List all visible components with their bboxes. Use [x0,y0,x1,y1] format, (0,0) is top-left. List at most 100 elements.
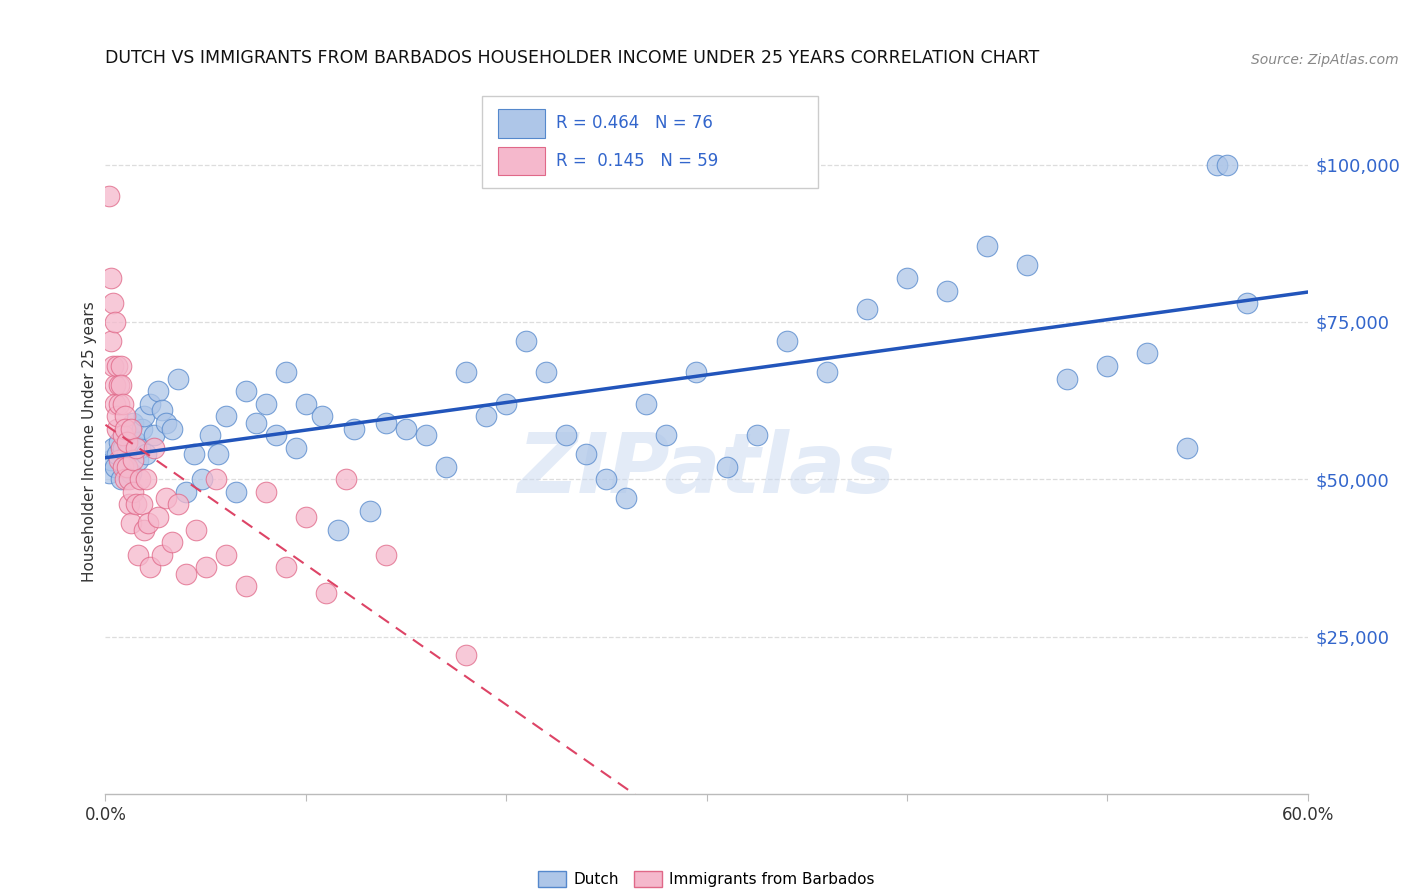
Point [121,466,143,480]
Point [108,434,131,449]
Point [374,548,398,562]
Text: R =  0.145   N = 59: R = 0.145 N = 59 [555,152,718,169]
Point [117,447,139,461]
Point [1017,258,1039,272]
Point [100,334,122,348]
Point [204,472,226,486]
Point [128,472,150,486]
Point [112,459,135,474]
Point [107,359,129,373]
Point [128,441,150,455]
Point [142,441,165,455]
Point [194,560,217,574]
Point [118,428,141,442]
Text: DUTCH VS IMMIGRANTS FROM BARBADOS HOUSEHOLDER INCOME UNDER 25 YEARS CORRELATION : DUTCH VS IMMIGRANTS FROM BARBADOS HOUSEH… [105,49,1039,67]
Point [284,441,307,455]
Point [135,447,157,461]
Point [1177,441,1199,455]
Point [107,447,129,461]
Point [138,560,160,574]
Point [495,397,517,411]
FancyBboxPatch shape [498,110,546,137]
Point [225,484,247,499]
FancyBboxPatch shape [482,96,818,188]
Point [415,428,437,442]
Point [1216,158,1239,172]
Point [475,409,498,424]
Point [685,365,707,379]
Point [976,239,998,253]
Point [127,453,149,467]
Point [146,384,169,399]
Point [131,422,153,436]
Point [118,498,141,512]
Point [136,516,159,531]
Point [112,397,135,411]
Point [110,472,132,486]
Point [110,359,132,373]
Point [374,416,398,430]
Point [174,566,197,581]
Point [311,409,333,424]
Point [108,397,131,411]
Point [174,484,197,499]
Point [127,548,149,562]
Point [114,422,136,436]
Point [132,523,155,537]
Point [104,459,127,474]
Point [104,378,127,392]
Text: ZIPatlas: ZIPatlas [517,429,896,510]
Point [315,585,337,599]
Point [114,472,136,486]
Point [122,416,145,430]
Point [135,472,157,486]
Point [100,271,122,285]
Point [122,484,145,499]
Point [274,365,297,379]
Point [104,315,127,329]
Point [112,441,135,455]
Point [434,459,457,474]
Y-axis label: Householder Income Under 25 years: Householder Income Under 25 years [82,301,97,582]
Point [936,284,959,298]
Point [1056,371,1078,385]
Legend: Dutch, Immigrants from Barbados: Dutch, Immigrants from Barbados [531,865,882,892]
Point [124,441,146,455]
Point [1097,359,1119,373]
Point [745,428,768,442]
Point [855,302,877,317]
Point [121,422,143,436]
Point [155,491,177,505]
Point [214,548,236,562]
Point [121,516,143,531]
Point [207,447,229,461]
Point [534,365,557,379]
Point [114,409,136,424]
Point [117,459,139,474]
Point [150,403,173,417]
Point [104,397,127,411]
Point [1136,346,1159,360]
Point [160,535,183,549]
Point [184,523,207,537]
Point [132,409,155,424]
Point [155,416,177,430]
Point [103,441,125,455]
Point [138,397,160,411]
Point [235,579,257,593]
Point [359,504,381,518]
Point [655,428,678,442]
Point [103,359,125,373]
Point [117,434,139,449]
Point [636,397,658,411]
Point [616,491,638,505]
Point [515,334,537,348]
Text: Source: ZipAtlas.com: Source: ZipAtlas.com [1251,53,1399,67]
Point [122,453,145,467]
Point [254,397,277,411]
Point [142,428,165,442]
Point [716,459,738,474]
Point [776,334,799,348]
Point [131,498,153,512]
Point [124,498,146,512]
